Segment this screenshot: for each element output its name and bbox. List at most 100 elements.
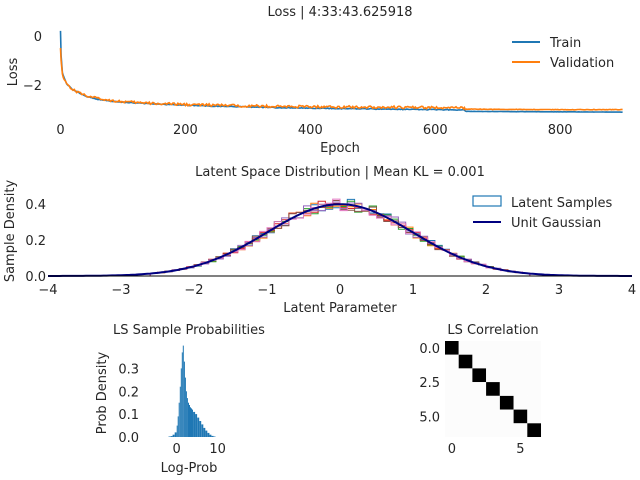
ls-corr-cell <box>458 423 473 438</box>
latent-x-tick-label: 0 <box>336 283 344 298</box>
ls-corr-cell <box>513 409 528 424</box>
loss-y-tick-label: −2 <box>23 79 42 94</box>
ls-prob-title: LS Sample Probabilities <box>113 323 265 338</box>
ls-prob-xlabel: Log-Prob <box>161 461 218 476</box>
latent-sample-histogram <box>149 200 531 276</box>
latent-y-tick-label: 0.2 <box>25 234 46 249</box>
ls-prob-y-ticks: 0.0 0.1 0.2 0.3 <box>118 362 139 446</box>
ls-corr-y-tick-label: 2.5 <box>419 376 440 391</box>
ls-prob-bar <box>181 352 183 437</box>
loss-x-tick-label: 400 <box>298 123 323 138</box>
ls-prob-bar <box>193 411 196 437</box>
ls-corr-heatmap <box>445 341 542 438</box>
loss-lines <box>59 30 623 114</box>
ls-prob-bar <box>203 427 206 437</box>
legend-latent-samples-label: Latent Samples <box>511 196 613 211</box>
ls-corr-cell <box>458 354 473 369</box>
ls-corr-cell <box>513 354 528 369</box>
ls-corr-cell <box>527 382 542 396</box>
ls-corr-cell <box>458 368 473 383</box>
ls-prob-bar <box>207 432 210 437</box>
ls-prob-bar <box>211 435 214 437</box>
ls-prob-y-tick-label: 0.2 <box>118 385 139 400</box>
legend-latent-samples-swatch <box>472 195 502 207</box>
ls-corr-cell <box>486 382 500 396</box>
ls-corr-cell <box>472 368 487 383</box>
unit-gaussian-curve <box>48 203 632 277</box>
ls-corr-cell <box>486 354 500 369</box>
loss-line-train <box>59 30 623 114</box>
ls-prob-x-tick-label: 10 <box>209 442 226 457</box>
ls-corr-cell <box>499 368 514 383</box>
ls-prob-bar <box>188 402 189 437</box>
ls-corr-cell <box>486 395 500 410</box>
latent-x-tick-label: −2 <box>184 283 203 298</box>
loss-y-ticks: 0 −2 <box>23 30 42 94</box>
ls-corr-cell <box>445 409 459 424</box>
legend-train-label: Train <box>549 36 581 51</box>
ls-prob-bar <box>197 417 200 437</box>
ls-prob-bar <box>172 434 175 437</box>
loss-x-tick-label: 600 <box>423 123 448 138</box>
latent-sample-histogram <box>149 201 531 276</box>
ls-corr-cell <box>445 423 459 438</box>
ls-corr-cell <box>472 409 487 424</box>
latent-xlabel: Latent Parameter <box>283 301 397 316</box>
ls-corr-x-tick-label: 0 <box>448 442 456 457</box>
ls-corr-cell <box>499 382 514 396</box>
ls-corr-cell <box>499 341 514 355</box>
ls-prob-bar <box>185 391 187 437</box>
ls-prob-bar <box>201 424 204 437</box>
latent-title: Latent Space Distribution | Mean KL = 0.… <box>195 165 485 180</box>
latent-sample-histogram <box>149 200 531 276</box>
ls-corr-cell <box>499 354 514 369</box>
ls-prob-bar <box>168 436 171 437</box>
ls-corr-cell <box>486 368 500 383</box>
ls-corr-cell <box>486 341 500 355</box>
ls-corr-title: LS Correlation <box>447 323 538 338</box>
ls-corr-cell <box>445 382 459 396</box>
latent-panel: Latent Space Distribution | Mean KL = 0.… <box>3 165 636 316</box>
ls-prob-bar <box>184 377 186 437</box>
ls-prob-bar <box>191 408 192 437</box>
ls-corr-cell <box>472 423 487 438</box>
ls-corr-cell <box>513 368 528 383</box>
unit-gaussian-line <box>48 203 632 277</box>
latent-x-tick-label: −3 <box>111 283 130 298</box>
ls-corr-cell <box>472 341 487 355</box>
ls-prob-x-tick-label: 0 <box>173 442 181 457</box>
ls-corr-x-tick-label: 5 <box>516 442 524 457</box>
ls-corr-cell <box>527 395 542 410</box>
ls-probabilities-panel: LS Sample Probabilities Prob Density Log… <box>95 323 265 476</box>
ls-corr-cell <box>499 409 514 424</box>
loss-x-ticks: 0 200 400 600 800 <box>56 123 572 138</box>
ls-prob-bar <box>205 430 208 437</box>
legend-unit-gaussian-label: Unit Gaussian <box>511 216 601 231</box>
legend-validation-label: Validation <box>550 56 614 71</box>
latent-legend: Latent Samples Unit Gaussian <box>472 195 613 231</box>
ls-corr-cell <box>445 395 459 410</box>
latent-sample-histogram <box>149 202 531 276</box>
ls-prob-bar <box>182 345 184 437</box>
ls-corr-y-tick-label: 5.0 <box>419 410 440 425</box>
latent-sample-histogram <box>149 198 531 276</box>
ls-corr-cell <box>527 409 542 424</box>
ls-corr-cell <box>527 423 542 438</box>
ls-corr-cell <box>472 382 487 396</box>
ls-prob-bar <box>170 436 173 437</box>
ls-prob-ylabel: Prob Density <box>95 351 110 434</box>
ls-prob-bar <box>183 361 185 437</box>
latent-y-ticks: 0.0 0.2 0.4 <box>25 198 46 285</box>
loss-ylabel: Loss <box>6 58 21 87</box>
loss-xlabel: Epoch <box>320 141 360 156</box>
ls-prob-bar <box>177 416 179 437</box>
ls-corr-cell <box>458 341 473 355</box>
latent-x-tick-label: −4 <box>38 283 57 298</box>
ls-corr-cell <box>486 409 500 424</box>
ls-corr-cell <box>513 382 528 396</box>
latent-x-tick-label: 3 <box>555 283 563 298</box>
loss-y-tick-label: 0 <box>34 30 42 45</box>
latent-y-tick-label: 0.0 <box>25 270 46 285</box>
ls-corr-y-tick-label: 0.0 <box>419 342 440 357</box>
